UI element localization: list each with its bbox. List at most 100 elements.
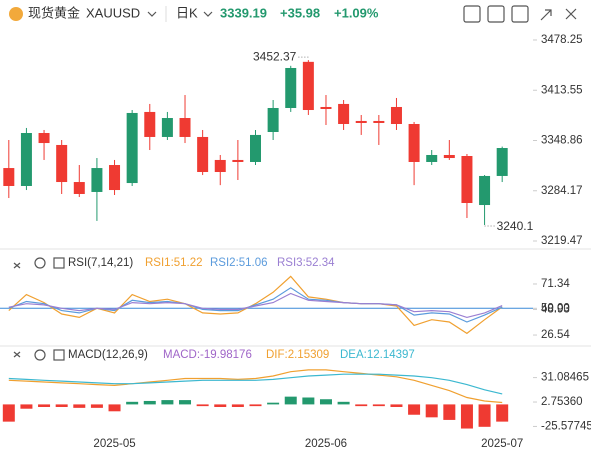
period[interactable]: 日K: [176, 5, 198, 20]
candle-body: [91, 168, 103, 192]
macd-bar: [231, 404, 244, 407]
macd-bar: [161, 400, 174, 405]
symbol[interactable]: XAUUSD: [86, 5, 140, 20]
candle-body: [479, 175, 491, 206]
change: +35.98: [280, 5, 320, 20]
candle-body: [461, 156, 473, 204]
candle-body: [320, 106, 332, 110]
toolbar: [463, 5, 577, 23]
low-annotation: 3240.1: [497, 219, 534, 233]
macd-bar: [425, 404, 438, 418]
settings-icon[interactable]: [34, 257, 46, 269]
dropdown-caret[interactable]: [203, 11, 213, 17]
candle-body: [232, 159, 244, 162]
macd-bar: [267, 402, 280, 405]
candle-body: [161, 118, 173, 137]
macd-bar: [390, 404, 403, 407]
macd-bar: [496, 404, 509, 422]
candle-body: [38, 133, 50, 144]
macd-bar: [20, 404, 33, 409]
candle-body: [285, 67, 297, 108]
settings-icon[interactable]: [34, 349, 46, 361]
change-pct: +1.09%: [334, 5, 379, 20]
legend-entry: RSI3:52.34: [277, 257, 335, 269]
macd-bar: [443, 404, 456, 420]
candle-body: [56, 144, 68, 183]
candle-body: [109, 165, 121, 191]
macd-bar: [73, 404, 86, 408]
indicator-line: [8, 287, 503, 323]
indicator-title: RSI(7,14,21): [68, 257, 133, 269]
legend-entry: DIF:2.15309: [266, 349, 329, 361]
macd-bar: [2, 404, 15, 422]
macd-bar: [319, 399, 332, 405]
candle-body: [408, 123, 420, 162]
candle-body: [3, 168, 15, 186]
candle-body: [443, 154, 455, 159]
macd-bar: [355, 404, 368, 407]
macd-bar: [196, 404, 209, 407]
high-annotation: 3452.37: [253, 49, 297, 63]
legend-entry: DEA:12.14397: [340, 349, 415, 361]
gold-icon: [9, 7, 23, 21]
legend-entry: RSI1:51.22: [145, 257, 203, 269]
instrument-name[interactable]: 现货黄金: [28, 5, 80, 20]
indicator-line: [8, 369, 503, 404]
type-button[interactable]: [511, 5, 529, 23]
y-tick-label: 50.00: [541, 302, 570, 314]
macd-bar: [284, 396, 297, 405]
macd-bar: [179, 400, 192, 405]
grid-icon[interactable]: [53, 257, 65, 269]
x-tick-label: 2025-07: [481, 438, 523, 450]
macd-bar: [108, 404, 121, 412]
macd-bar: [408, 404, 421, 415]
candle-body: [390, 106, 402, 124]
draw-button[interactable]: [487, 5, 505, 23]
candle-body: [373, 120, 385, 123]
dropdown-caret[interactable]: [147, 11, 157, 17]
indicator-title: MACD(12,26,9): [68, 349, 148, 361]
y-tick-label: 31.08465: [541, 372, 589, 384]
macd-bar: [249, 404, 262, 407]
candle-body: [355, 120, 367, 123]
candle-body: [250, 134, 261, 162]
macd-bar: [460, 404, 473, 429]
candle-body: [197, 136, 209, 173]
candle-body: [214, 159, 226, 173]
macd-tools: [13, 349, 65, 361]
x-tick-label: 2025-06: [305, 438, 347, 450]
y-tick-label: -25.57745: [541, 420, 591, 432]
grid-icon[interactable]: [53, 349, 65, 361]
close-button[interactable]: [565, 8, 577, 20]
candle-body: [126, 112, 138, 184]
y-tick-label: 71.34: [541, 278, 570, 290]
candle-body: [426, 154, 438, 162]
hide-icon[interactable]: [13, 351, 21, 358]
candle-body: [496, 148, 508, 176]
legend-entry: MACD:-19.98176: [163, 349, 252, 361]
legend-entry: RSI2:51.06: [210, 257, 268, 269]
macd-bar: [337, 401, 350, 405]
rsi-tools: [13, 257, 65, 269]
indicator-line: [8, 373, 503, 395]
macd-bar: [214, 404, 227, 407]
y-tick-label: 3348.86: [541, 135, 583, 147]
macd-bar: [90, 404, 103, 408]
candle-body: [302, 61, 314, 111]
macd-bar: [372, 404, 385, 407]
indicator-line: [8, 292, 503, 319]
indicator-button[interactable]: [463, 5, 481, 23]
macd-bar: [126, 401, 139, 405]
y-tick-label: 3284.17: [541, 185, 583, 197]
indicator-line: [8, 275, 503, 335]
y-tick-label: 3413.55: [541, 84, 583, 96]
macd-bar: [478, 404, 491, 427]
macd-bar: [143, 400, 156, 405]
header: 现货黄金 XAUUSD 日K 3339.19 +35.98 +1.09%: [9, 5, 577, 23]
candle-body: [73, 182, 85, 194]
expand-button[interactable]: [540, 9, 552, 21]
y-tick-label: 3219.47: [541, 235, 583, 247]
candle-body: [267, 107, 279, 132]
hide-icon[interactable]: [13, 262, 21, 269]
